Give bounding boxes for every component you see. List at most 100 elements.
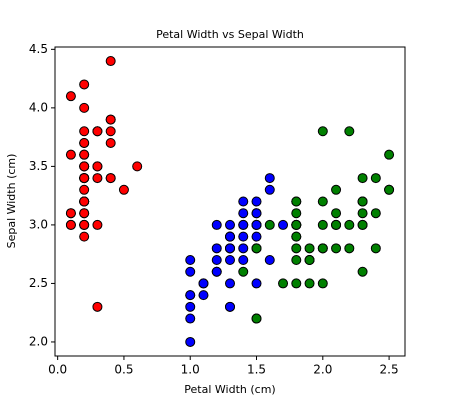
point: [225, 219, 235, 230]
plot-frame: [54, 46, 406, 357]
x-tick-label: 1.5: [247, 363, 266, 377]
point: [198, 290, 209, 301]
point: [185, 255, 196, 266]
point: [65, 219, 76, 230]
point: [105, 137, 116, 148]
point: [357, 208, 368, 219]
point: [105, 173, 116, 184]
y-tick-label: 4.5: [29, 42, 48, 56]
point: [79, 79, 90, 90]
point: [331, 208, 342, 219]
point: [79, 126, 90, 137]
y-axis-label: Sepal Width (cm): [5, 154, 18, 249]
point: [185, 301, 196, 312]
point: [92, 126, 103, 137]
y-tick-label: 4.0: [29, 100, 48, 114]
point: [251, 219, 262, 230]
point: [92, 301, 103, 312]
point: [79, 149, 90, 160]
point: [304, 278, 315, 289]
point: [264, 255, 275, 266]
point: [357, 173, 368, 184]
point: [79, 231, 90, 242]
point: [317, 243, 328, 254]
point: [118, 184, 129, 195]
point: [264, 184, 275, 195]
point: [278, 278, 289, 289]
y-tick-label: 2.5: [29, 276, 48, 290]
point: [105, 56, 116, 67]
chart-title: Petal Width vs Sepal Width: [156, 28, 304, 41]
point: [291, 219, 302, 230]
point: [344, 243, 355, 254]
point: [238, 266, 249, 277]
point: [291, 208, 302, 219]
point: [331, 219, 342, 230]
point: [384, 184, 395, 195]
point: [185, 290, 196, 301]
point: [238, 219, 249, 230]
point: [238, 208, 249, 219]
point: [251, 196, 262, 207]
point: [370, 208, 381, 219]
x-tick-label: 1.0: [181, 363, 200, 377]
x-tick-label: 0.0: [48, 363, 67, 377]
x-tick-label: 2.0: [313, 363, 332, 377]
point: [357, 196, 368, 207]
point: [317, 126, 328, 137]
point: [291, 255, 302, 266]
point: [211, 243, 222, 254]
point: [331, 184, 342, 195]
point: [370, 173, 381, 184]
point: [291, 231, 302, 242]
point: [92, 161, 103, 172]
point: [344, 126, 355, 137]
point: [198, 278, 209, 289]
point: [105, 114, 116, 125]
point: [278, 219, 289, 230]
point: [238, 196, 249, 207]
point: [331, 243, 342, 254]
point: [370, 243, 381, 254]
point: [251, 208, 262, 219]
point: [211, 266, 222, 277]
point: [304, 255, 315, 266]
point: [344, 219, 355, 230]
point: [264, 219, 275, 230]
point: [384, 149, 395, 160]
point: [317, 219, 328, 230]
point: [225, 301, 235, 312]
point: [92, 173, 103, 184]
point: [65, 149, 76, 160]
point: [251, 278, 262, 289]
point: [185, 266, 196, 277]
point: [92, 219, 103, 230]
point: [225, 255, 235, 266]
point: [291, 278, 302, 289]
point: [317, 196, 328, 207]
point: [79, 137, 90, 148]
point: [185, 313, 196, 324]
x-axis-label: Petal Width (cm): [184, 383, 275, 396]
point: [238, 255, 249, 266]
point: [79, 219, 90, 230]
point: [79, 196, 90, 207]
point: [357, 266, 368, 277]
point: [357, 219, 368, 230]
y-tick-label: 3.0: [29, 217, 48, 231]
point: [65, 208, 76, 219]
point: [291, 196, 302, 207]
point: [238, 243, 249, 254]
point: [251, 313, 262, 324]
point: [211, 255, 222, 266]
point: [225, 231, 235, 242]
point: [304, 243, 315, 254]
point: [79, 208, 90, 219]
point: [238, 231, 249, 242]
point: [225, 243, 235, 254]
point: [105, 126, 116, 137]
point: [317, 278, 328, 289]
point: [65, 91, 76, 102]
